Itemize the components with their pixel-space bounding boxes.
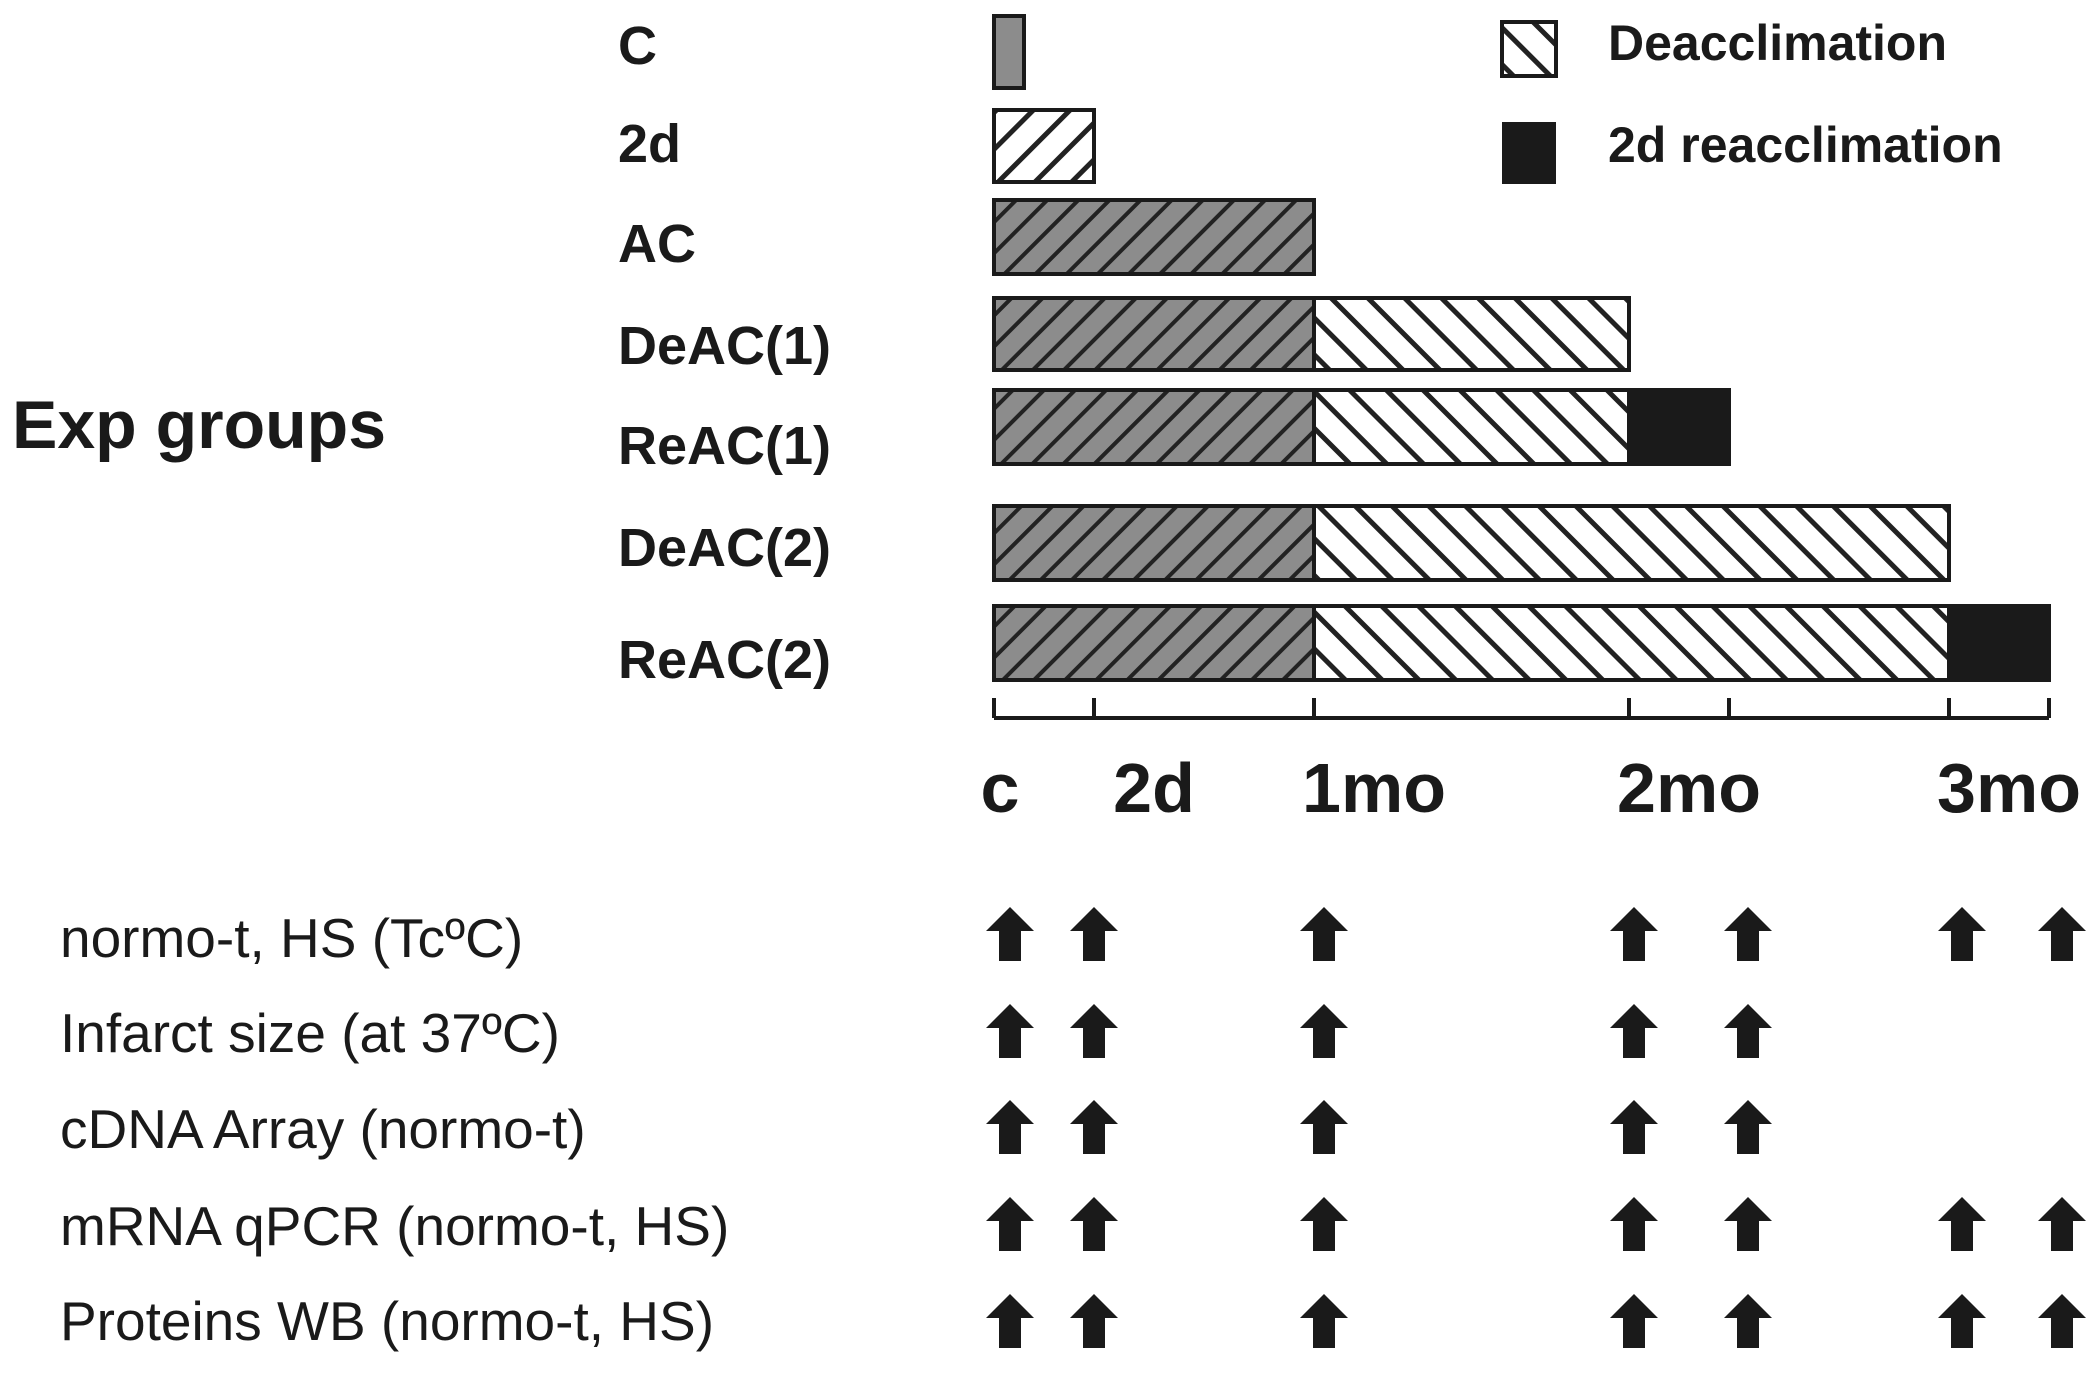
up-arrow-icon [1610, 1197, 1658, 1251]
up-arrow-icon [2038, 1197, 2086, 1251]
legend: Deacclimation 2d reacclimation [1500, 15, 2003, 184]
time-axis: c 2d 1mo 2mo 3mo [981, 698, 2081, 827]
group-label: 2d [618, 114, 681, 174]
bar-segment-control [992, 14, 1026, 90]
bar-segment-acclimation [992, 198, 1316, 276]
bar-segment-heat_acclimation [992, 108, 1096, 184]
legend-swatch-reacclimation [1502, 122, 1556, 184]
up-arrow-icon [1938, 1197, 1986, 1251]
measurement-arrows [986, 907, 2086, 1348]
up-arrow-icon [1724, 1197, 1772, 1251]
bar-segment-acclimation [992, 504, 1316, 582]
up-arrow-icon [986, 1004, 1034, 1058]
bar-segment-deacclimation [1312, 388, 1631, 466]
bar-segment-deacclimation [1312, 296, 1631, 372]
up-arrow-icon [1300, 1100, 1348, 1154]
measurement-label: mRNA qPCR (normo-t, HS) [60, 1195, 729, 1257]
axis-tick-label: 2mo [1617, 749, 1761, 827]
up-arrow-icon [1724, 1004, 1772, 1058]
group-label: DeAC(1) [618, 316, 831, 376]
axis-tick-label: 3mo [1937, 749, 2081, 827]
group-bar-row [992, 504, 1951, 582]
bar-segment-reacclimation [1947, 604, 2051, 682]
up-arrow-icon [986, 907, 1034, 961]
measurement-arrow-row [986, 907, 2086, 961]
axis-tick-label: 2d [1113, 749, 1195, 827]
up-arrow-icon [1610, 1004, 1658, 1058]
up-arrow-icon [2038, 907, 2086, 961]
group-label: ReAC(2) [618, 630, 831, 690]
up-arrow-icon [1300, 1197, 1348, 1251]
up-arrow-icon [2038, 1294, 2086, 1348]
measurement-label: Proteins WB (normo-t, HS) [60, 1290, 714, 1352]
up-arrow-icon [1724, 907, 1772, 961]
group-label: C [618, 16, 657, 76]
legend-label-reacclimation: 2d reacclimation [1608, 117, 2003, 173]
group-bar-row [992, 14, 1026, 90]
group-label: DeAC(2) [618, 518, 831, 578]
measurement-arrow-row [986, 1100, 1772, 1154]
bar-segment-acclimation [992, 296, 1316, 372]
legend-label-deacclimation: Deacclimation [1608, 15, 1947, 71]
legend-swatch-deacclimation [1500, 20, 1558, 78]
up-arrow-icon [986, 1197, 1034, 1251]
up-arrow-icon [1724, 1100, 1772, 1154]
up-arrow-icon [1070, 1004, 1118, 1058]
up-arrow-icon [1724, 1294, 1772, 1348]
axis-tick-label: c [981, 749, 1020, 827]
bar-segment-deacclimation [1312, 604, 1951, 682]
measurement-arrow-row [986, 1197, 2086, 1251]
group-bar-row [992, 108, 1096, 184]
bar-segment-deacclimation [1312, 504, 1951, 582]
axis-tick-label: 1mo [1302, 749, 1446, 827]
group-label: ReAC(1) [618, 416, 831, 476]
bar-segment-acclimation [992, 604, 1316, 682]
group-bar-row [992, 604, 2051, 682]
group-bar-row [992, 198, 1316, 276]
up-arrow-icon [986, 1294, 1034, 1348]
up-arrow-icon [1300, 907, 1348, 961]
measurement-label: cDNA Array (normo-t) [60, 1098, 586, 1160]
up-arrow-icon [1610, 907, 1658, 961]
group-labels: C 2d AC DeAC(1) ReAC(1) DeAC(2) ReAC(2) [618, 16, 831, 690]
up-arrow-icon [1610, 1294, 1658, 1348]
up-arrow-icon [986, 1100, 1034, 1154]
up-arrow-icon [1070, 1100, 1118, 1154]
diagram-title: Exp groups [12, 387, 386, 463]
group-bar-row [992, 296, 1631, 372]
measurement-arrow-row [986, 1004, 1772, 1058]
measurement-label: Infarct size (at 37ºC) [60, 1002, 560, 1064]
bar-segment-acclimation [992, 388, 1316, 466]
measurement-arrow-row [986, 1294, 2086, 1348]
bar-segment-reacclimation [1627, 388, 1731, 466]
measurement-label: normo-t, HS (TcºC) [60, 907, 523, 969]
up-arrow-icon [1070, 907, 1118, 961]
group-bar-row [992, 388, 1731, 466]
up-arrow-icon [1938, 1294, 1986, 1348]
up-arrow-icon [1610, 1100, 1658, 1154]
up-arrow-icon [1070, 1197, 1118, 1251]
up-arrow-icon [1300, 1294, 1348, 1348]
up-arrow-icon [1070, 1294, 1118, 1348]
up-arrow-icon [1300, 1004, 1348, 1058]
up-arrow-icon [1938, 907, 1986, 961]
measurement-labels: normo-t, HS (TcºC) Infarct size (at 37ºC… [60, 907, 729, 1352]
timeline-bars [992, 14, 2051, 682]
group-label: AC [618, 214, 696, 274]
